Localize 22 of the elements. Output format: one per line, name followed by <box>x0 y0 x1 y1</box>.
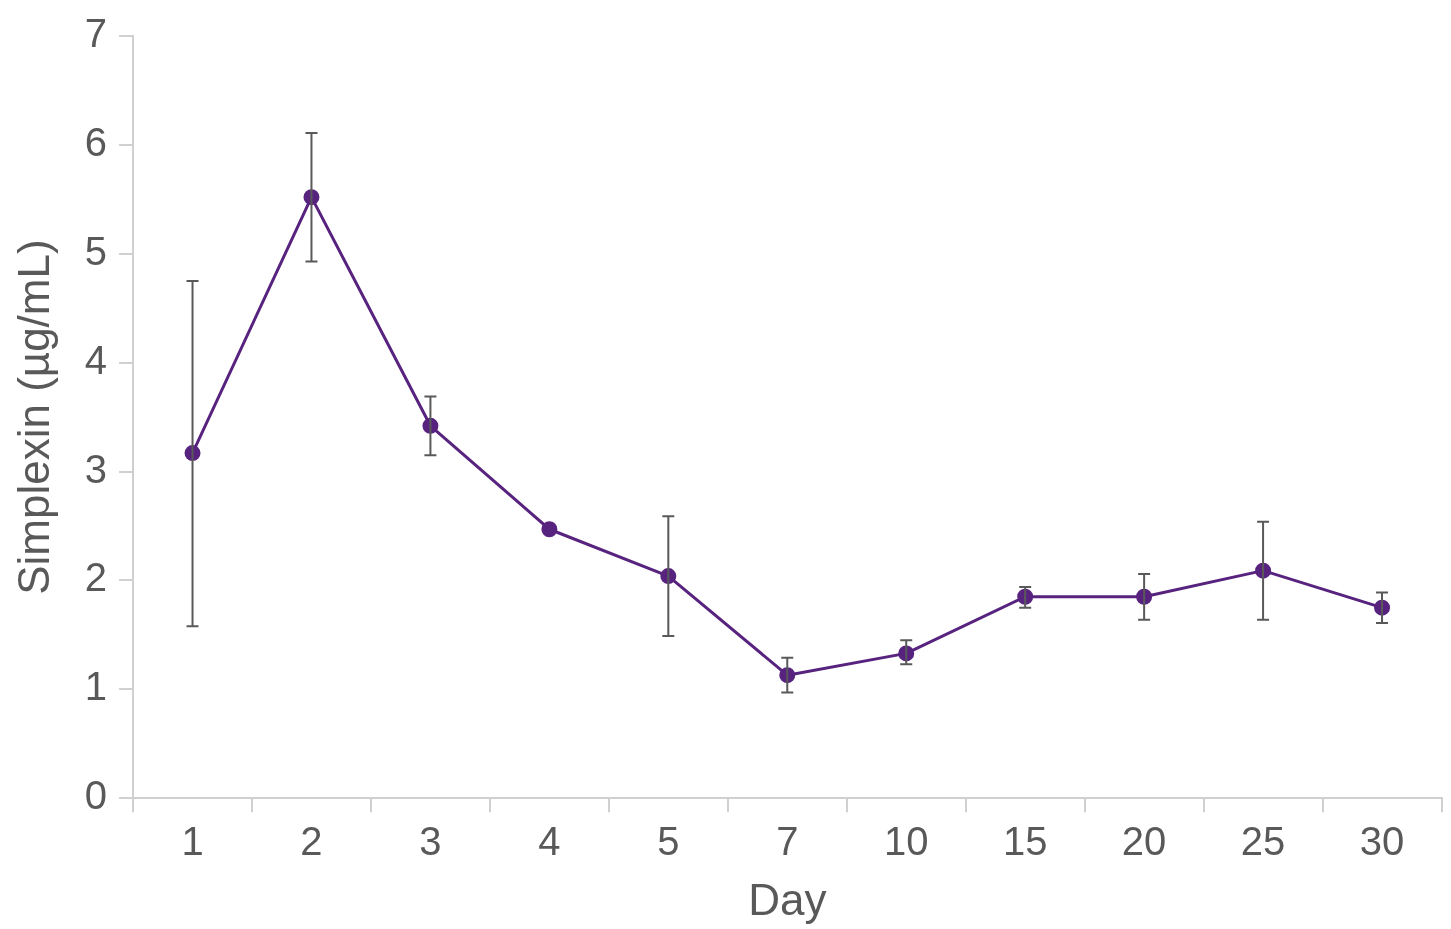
x-axis-title: Day <box>748 874 827 924</box>
y-tick-label: 7 <box>84 11 108 56</box>
y-axis-title: Simplexin (µg/mL) <box>8 239 58 595</box>
x-tick-label: 20 <box>1121 819 1167 864</box>
x-tick-label: 30 <box>1359 819 1405 864</box>
x-tick-label: 5 <box>657 819 680 864</box>
x-tick-label: 10 <box>883 819 929 864</box>
y-tick-label: 5 <box>84 228 108 273</box>
x-tick-label: 4 <box>538 819 561 864</box>
y-tick-label: 2 <box>84 555 108 600</box>
y-tick-label: 4 <box>84 337 108 382</box>
y-tick-label: 6 <box>84 119 108 164</box>
x-tick-label: 1 <box>181 819 204 864</box>
point <box>541 521 558 538</box>
x-tick-label: 7 <box>776 819 799 864</box>
y-tick-label: 3 <box>84 446 108 491</box>
x-tick-label: 2 <box>300 819 323 864</box>
x-tick-label: 15 <box>1002 819 1048 864</box>
y-tick-label: 1 <box>84 664 108 709</box>
x-tick-label: 25 <box>1240 819 1286 864</box>
x-tick-label: 3 <box>419 819 442 864</box>
y-tick-label: 0 <box>84 773 108 818</box>
